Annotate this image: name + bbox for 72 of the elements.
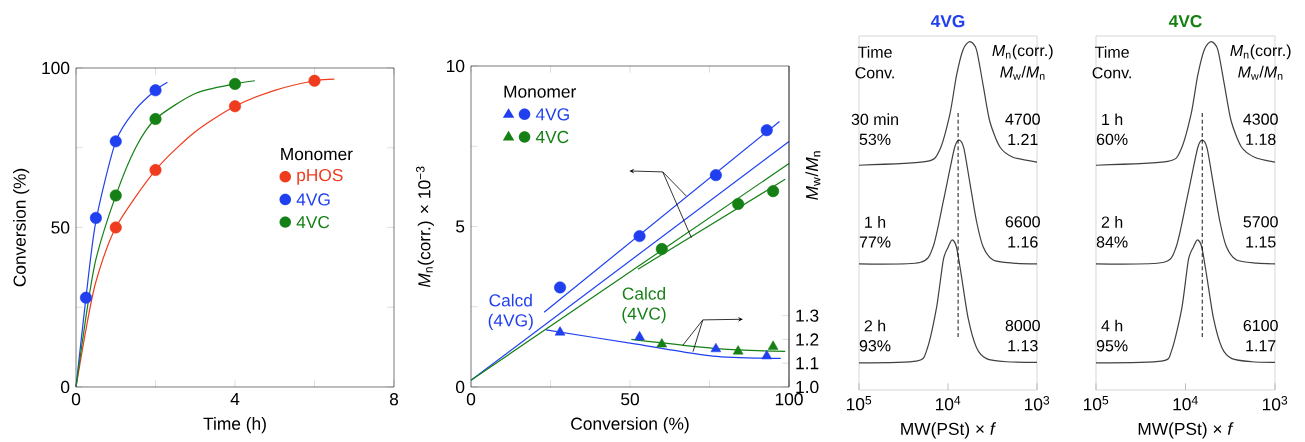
annotation: 6100 [1243, 319, 1278, 332]
x-tick-label: 0 [466, 393, 476, 406]
series-label: Calcd (4VG) [488, 293, 533, 330]
legend-title: Monomer [281, 148, 353, 161]
x-tick-label: 50 [621, 393, 639, 406]
legend-label: pHOS [297, 168, 343, 185]
annotation: 4 h [1101, 319, 1123, 332]
annotation: 60% [1096, 133, 1128, 146]
annotation: 8000 [1005, 319, 1040, 332]
annotation: 84% [1096, 236, 1128, 248]
legend-label: 4VG [535, 108, 569, 121]
annotation: 4300 [1243, 113, 1278, 125]
annotation: 4700 [1005, 113, 1040, 125]
legend-label: 4VG [296, 193, 330, 206]
x-axis-title: Time (h) [203, 417, 266, 434]
x-tick-label: 100 [775, 393, 803, 406]
legend-label: 4VC [296, 215, 330, 229]
annotation: 2 h [1101, 216, 1123, 228]
y2-tick-label: 1.3 [796, 309, 819, 322]
series-label: Calcd (4VC) [622, 287, 666, 324]
annotation: Time [1094, 46, 1129, 58]
annotation: 30 min [851, 113, 898, 126]
x-tick-label: 10$^{3}$ [1024, 396, 1050, 411]
x-tick-label: 10$^{5}$ [1083, 396, 1109, 411]
annotation: 1.17 [1246, 340, 1276, 352]
annotation: M$_{n}$(corr.) [992, 44, 1053, 60]
chart-title: 4VG [930, 15, 965, 28]
y-tick-label: 10 [447, 59, 465, 73]
y2-tick-label: 1.0 [796, 380, 819, 394]
chart-title: 4VC [1168, 15, 1202, 28]
x-axis-title: MW(PSt) × f [901, 422, 997, 439]
x-axis-title: MW(PSt) × f [1138, 422, 1234, 439]
y2-axis-title: M$_{w}$/M$_{n}$ [805, 151, 821, 200]
x-tick-label: 10$^{3}$ [1262, 396, 1288, 411]
legend-title: Monomer [504, 85, 576, 98]
annotation: Conv. [855, 67, 894, 79]
y-tick-label: 5 [456, 220, 465, 233]
annotation: Time [857, 46, 892, 58]
x-tick-label: 4 [230, 393, 240, 405]
x-axis-title: Conversion (%) [571, 417, 689, 434]
annotation: 1.13 [1008, 340, 1038, 352]
annotation: M$_{n}$(corr.) [1230, 44, 1291, 60]
x-tick-label: 10$^{4}$ [935, 396, 961, 411]
x-tick-label: 10$^{5}$ [846, 396, 872, 411]
x-tick-label: 10$^{4}$ [1173, 396, 1198, 411]
annotation: 1.16 [1008, 236, 1038, 248]
annotation: 95% [1096, 340, 1128, 352]
annotation: 53% [859, 133, 891, 146]
annotation: 5700 [1243, 216, 1278, 228]
annotation: 1 h [865, 216, 886, 228]
annotation: M$_{w}$/M$_{n}$ [1238, 65, 1283, 80]
x-tick-label: 8 [389, 393, 399, 406]
annotation: M$_{w}$/M$_{n}$ [1000, 65, 1045, 80]
y-tick-label: 50 [51, 221, 70, 234]
annotation: Conv. [1092, 67, 1131, 79]
y2-tick-label: 1.1 [796, 357, 819, 370]
annotation: 2 h [864, 319, 886, 332]
annotation: 1.21 [1008, 133, 1038, 145]
annotation: 1 h [1102, 113, 1123, 125]
y-axis-title: Conversion (%) [13, 168, 30, 287]
annotation: 77% [859, 236, 891, 248]
y2-tick-label: 1.2 [796, 333, 819, 346]
x-tick-label: 0 [71, 393, 81, 406]
y-tick-label: 0 [61, 380, 70, 394]
annotation: 6600 [1005, 216, 1040, 228]
legend-label: 4VC [535, 130, 569, 144]
annotation: 1.15 [1246, 236, 1276, 248]
y-tick-label: 0 [456, 380, 465, 394]
annotation: 93% [859, 340, 891, 352]
annotation: 1.18 [1246, 133, 1276, 146]
y-axis-title: M$_{n}$(corr.) × 10$^{−3}$ [416, 166, 434, 288]
y-tick-label: 100 [42, 61, 70, 75]
